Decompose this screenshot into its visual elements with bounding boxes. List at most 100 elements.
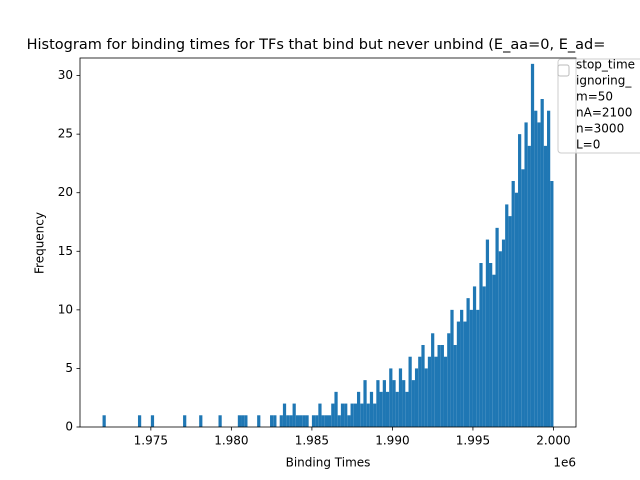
bar <box>450 309 454 427</box>
bar <box>392 380 396 427</box>
bar <box>385 391 390 427</box>
bar <box>463 321 467 427</box>
bar <box>537 122 541 427</box>
bar <box>350 403 354 427</box>
bar <box>534 110 538 427</box>
bar <box>521 169 525 428</box>
bar <box>505 204 509 427</box>
bar <box>431 333 435 427</box>
bar <box>456 321 461 427</box>
legend-text: ignoring_ <box>576 74 632 88</box>
bar <box>356 391 361 427</box>
x-tick-label: 1.975 <box>134 434 168 448</box>
bar <box>282 403 287 427</box>
bar <box>514 192 519 427</box>
y-tick-label: 25 <box>58 127 73 141</box>
x-tick-label: 1.990 <box>375 434 409 448</box>
bar <box>237 415 242 427</box>
plot-frame <box>79 57 577 428</box>
bar <box>482 286 486 427</box>
bar <box>150 415 155 427</box>
bar <box>421 345 425 427</box>
bar <box>466 298 470 427</box>
legend-text: nA=2100 <box>576 106 632 120</box>
bar <box>524 122 528 427</box>
bar <box>469 309 473 427</box>
bar <box>447 333 451 427</box>
bar <box>424 368 428 427</box>
legend-text: n=3000 <box>576 122 624 136</box>
bar <box>414 368 419 427</box>
bar <box>405 391 409 427</box>
bar <box>492 274 496 427</box>
bar <box>498 251 502 427</box>
bar <box>286 415 290 427</box>
bar <box>289 415 293 427</box>
bar <box>411 380 415 427</box>
bar <box>318 403 322 427</box>
bar <box>315 415 319 427</box>
bar <box>366 403 370 427</box>
bar <box>460 309 464 427</box>
bar <box>257 415 261 427</box>
bar <box>102 415 106 427</box>
y-tick-label: 15 <box>58 244 73 258</box>
bar <box>495 227 499 427</box>
bar <box>402 380 406 427</box>
bar <box>369 391 374 427</box>
bar <box>305 415 309 427</box>
bar <box>511 181 515 427</box>
bar <box>501 239 506 427</box>
legend-text: stop_time <box>576 58 635 72</box>
bar <box>489 263 493 427</box>
bar <box>389 368 393 427</box>
bar <box>382 380 386 427</box>
bar <box>353 403 357 427</box>
bar <box>340 403 345 427</box>
bar <box>270 415 274 427</box>
bar <box>437 345 441 427</box>
legend-text: m=50 <box>576 90 613 104</box>
y-tick-label: 30 <box>58 68 73 82</box>
bar <box>328 415 332 427</box>
bar <box>324 415 328 427</box>
bar <box>344 403 348 427</box>
bar <box>550 181 554 427</box>
legend-handle <box>557 64 570 77</box>
bar <box>302 415 306 427</box>
bar <box>443 356 448 427</box>
bar <box>440 345 444 427</box>
bar <box>408 356 412 427</box>
bar <box>527 145 531 427</box>
bar <box>331 403 335 427</box>
bar <box>244 415 248 427</box>
bar <box>376 380 380 427</box>
bar <box>360 403 364 427</box>
y-tick-label: 10 <box>58 302 73 316</box>
bar <box>543 145 548 427</box>
x-tick-label: 1.980 <box>214 434 248 448</box>
bar <box>279 415 283 427</box>
bar <box>530 63 535 427</box>
x-tick-label: 2.000 <box>536 434 570 448</box>
bar <box>453 345 457 427</box>
bar <box>199 415 203 427</box>
bar <box>321 415 325 427</box>
bar <box>347 415 351 427</box>
bar <box>183 415 187 427</box>
bar <box>479 263 483 427</box>
y-axis-label: Frequency <box>33 212 47 274</box>
x-axis-label: Binding Times <box>286 456 371 470</box>
bar <box>398 368 403 427</box>
bar <box>427 356 432 427</box>
bar <box>137 415 142 427</box>
bar <box>273 415 277 427</box>
legend-box <box>557 58 640 154</box>
bar <box>295 415 300 427</box>
x-tick-label: 1.985 <box>295 434 329 448</box>
bar <box>363 380 367 427</box>
chart-title: Histogram for binding times for TFs that… <box>27 37 606 53</box>
bar <box>218 415 222 427</box>
